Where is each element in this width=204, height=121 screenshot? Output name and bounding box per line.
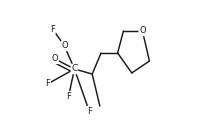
Text: F: F: [50, 25, 55, 34]
Text: O: O: [61, 42, 67, 50]
Text: F: F: [66, 92, 71, 101]
Text: F: F: [86, 107, 91, 116]
Text: C: C: [71, 64, 77, 73]
Text: F: F: [66, 92, 71, 101]
Text: F: F: [45, 79, 50, 88]
Text: O: O: [139, 26, 145, 35]
Text: O: O: [61, 42, 67, 50]
Text: F: F: [86, 107, 91, 116]
Text: F: F: [50, 25, 55, 34]
Text: F: F: [45, 79, 50, 88]
Text: O: O: [139, 26, 145, 35]
Text: O: O: [51, 54, 58, 63]
Text: O: O: [51, 54, 58, 63]
Text: C: C: [71, 64, 77, 73]
